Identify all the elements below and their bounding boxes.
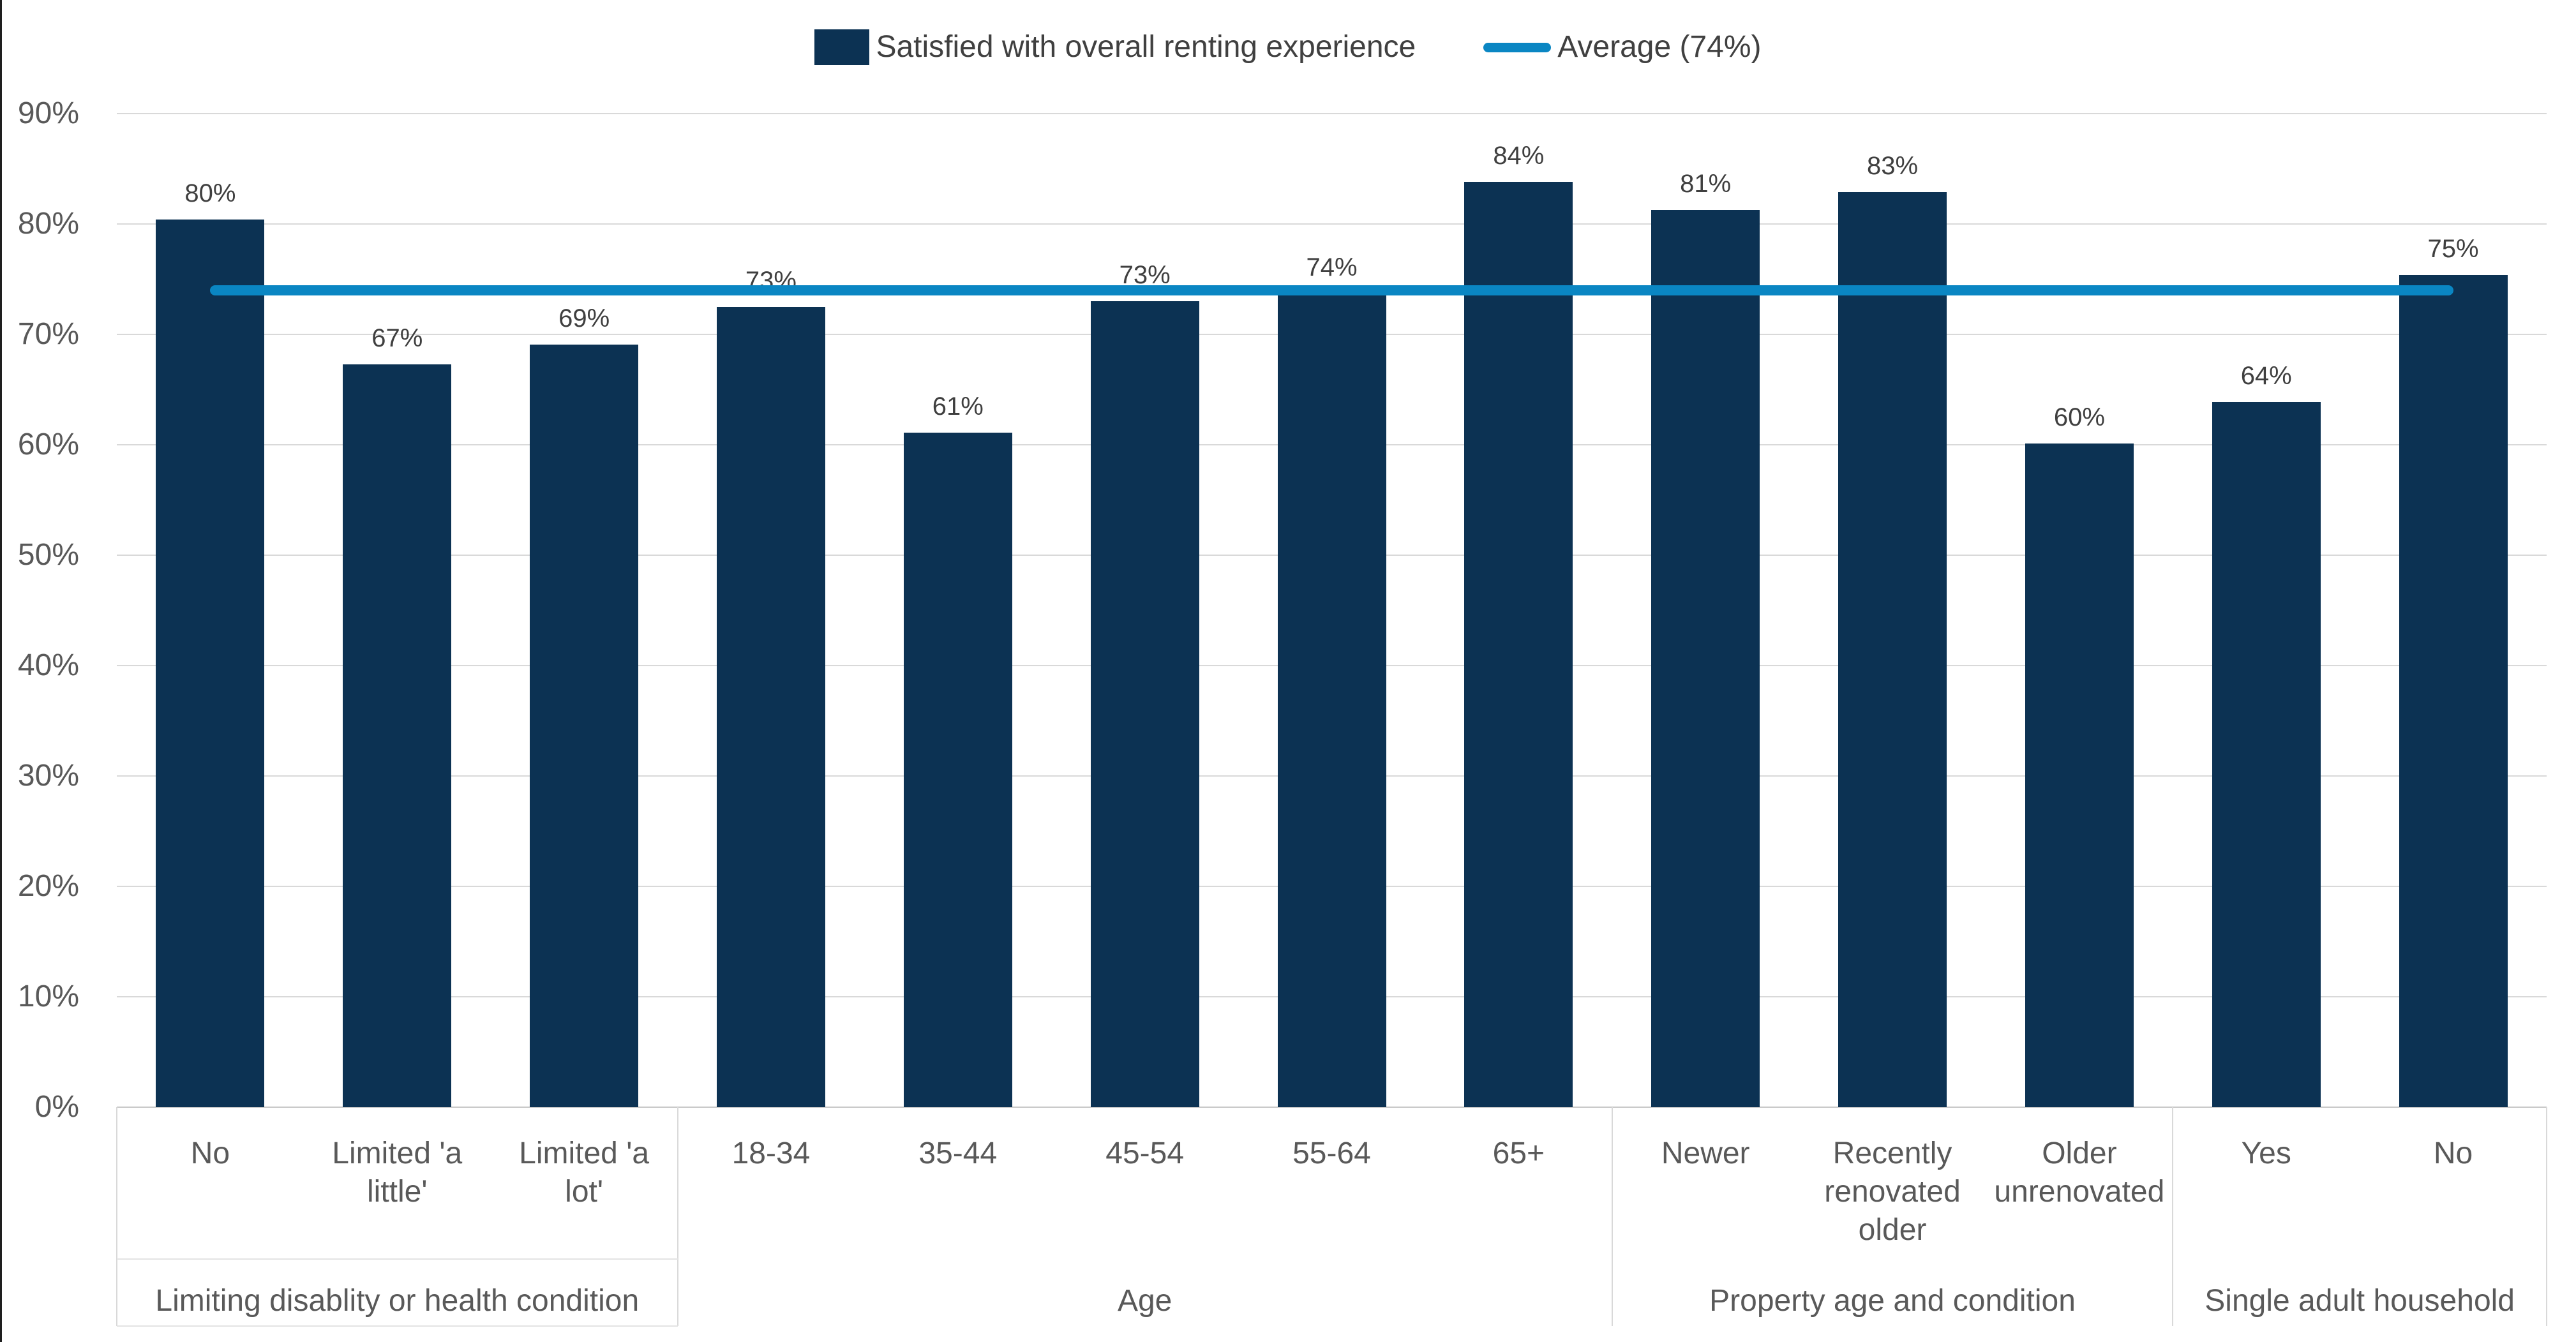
bar-value-label: 74%	[1306, 253, 1358, 281]
y-tick-label: 10%	[17, 980, 79, 1013]
bar-value-label: 67%	[371, 324, 423, 352]
category-label: Recently renovated older	[1824, 1137, 1961, 1247]
y-tick-label: 20%	[17, 869, 79, 903]
bar-18-34	[716, 306, 825, 1107]
bar-value-label: 75%	[2427, 234, 2479, 263]
legend: Satisfied with overall renting experienc…	[0, 28, 2576, 66]
y-tick-label: 30%	[17, 759, 79, 793]
category-cell-line	[117, 1258, 678, 1260]
bar-Older-unrenovated	[2025, 444, 2134, 1107]
category-group-divider	[2172, 1107, 2174, 1326]
bar-No	[2399, 274, 2508, 1107]
bar-value-label: 64%	[2240, 361, 2292, 390]
category-label: No	[2433, 1137, 2473, 1170]
gridline-90%	[117, 113, 2547, 114]
gridline-0%	[117, 1107, 2547, 1108]
category-label: 35-44	[918, 1137, 998, 1170]
legend-spacer	[1422, 44, 1477, 50]
legend-average-label: Average (74%)	[1557, 30, 1762, 64]
category-cell-line	[117, 1325, 678, 1327]
category-group-divider	[1611, 1107, 1613, 1326]
bar-Limited-a-little-	[343, 364, 452, 1107]
category-label: 18-34	[731, 1137, 811, 1170]
group-label: Single adult household	[2205, 1284, 2515, 1318]
y-tick-label: 0%	[34, 1090, 79, 1124]
y-tick-label: 70%	[17, 317, 79, 351]
category-label: No	[190, 1137, 230, 1170]
bar-Yes	[2212, 401, 2321, 1107]
category-group-divider	[2546, 1107, 2547, 1326]
bar-value-label: 73%	[1119, 261, 1171, 290]
group-label: Age	[1117, 1284, 1172, 1318]
bar-Newer	[1651, 209, 1760, 1107]
bar-value-label: 61%	[932, 392, 984, 421]
legend-bar-swatch	[814, 29, 870, 65]
category-label: 65+	[1492, 1137, 1545, 1170]
gridline-80%	[117, 223, 2547, 225]
category-label: Newer	[1661, 1137, 1750, 1170]
bar-value-label: 60%	[2053, 403, 2105, 432]
bar-65-	[1464, 182, 1573, 1107]
bar-35-44	[903, 432, 1012, 1107]
category-group-divider	[677, 1107, 678, 1326]
bar-45-54	[1090, 301, 1199, 1107]
average-line	[210, 285, 2453, 295]
y-tick-label: 60%	[17, 428, 79, 461]
category-label: 55-64	[1292, 1137, 1371, 1170]
y-tick-label: 80%	[17, 207, 79, 241]
bar-value-label: 69%	[558, 304, 610, 332]
bar-value-label: 81%	[1680, 169, 1732, 198]
category-label: Yes	[2241, 1137, 2291, 1170]
legend-bar-label: Satisfied with overall renting experienc…	[876, 30, 1416, 64]
bar-value-label: 80%	[184, 179, 236, 208]
category-label: Limited 'a lot'	[519, 1137, 650, 1209]
legend-average-line-swatch	[1483, 42, 1552, 52]
category-group-divider	[116, 1107, 117, 1326]
bar-value-label: 84%	[1493, 142, 1545, 170]
category-label: Limited 'a little'	[332, 1137, 463, 1209]
bar-No	[156, 220, 265, 1107]
y-tick-label: 90%	[17, 96, 79, 130]
y-tick-label: 50%	[17, 538, 79, 572]
bar-Limited-a-lot-	[530, 344, 639, 1107]
left-edge-border	[0, 0, 2, 1342]
group-label: Limiting disablity or health condition	[155, 1284, 640, 1318]
bar-value-label: 83%	[1867, 151, 1919, 180]
group-label: Property age and condition	[1709, 1284, 2076, 1318]
bar-Recently-renovated-older	[1838, 191, 1947, 1107]
bar-55-64	[1277, 293, 1386, 1107]
y-tick-label: 40%	[17, 648, 79, 682]
category-label: 45-54	[1105, 1137, 1185, 1170]
category-label: Older unrenovated	[1994, 1137, 2165, 1209]
